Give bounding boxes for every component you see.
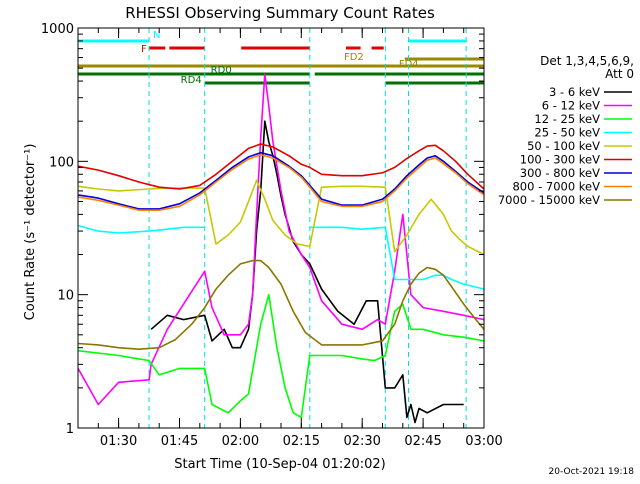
y-tick-label: 100	[49, 155, 74, 170]
axes: 01:30 01:45 02:00 02:15 02:30 02:45 03:00 1 10 10…	[41, 22, 503, 449]
x-axis-label: Start Time (10-Sep-04 01:20:02)	[174, 457, 385, 472]
legend-entry-label: 50 - 100 keV	[527, 139, 600, 153]
y-tick-label: 1	[66, 422, 74, 437]
y-axis-label: Count Rate (s⁻¹ detector⁻¹)	[23, 144, 38, 321]
x-tick-label: 02:15	[283, 434, 320, 449]
y-tick-label: 1000	[41, 22, 74, 37]
x-tick-label: 01:30	[100, 434, 137, 449]
series-line	[77, 259, 485, 350]
chart-title: RHESSI Observing Summary Count Rates	[125, 4, 435, 22]
legend-entry-label: 6 - 12 keV	[542, 99, 600, 113]
x-tick-label: 02:00	[222, 434, 259, 449]
plot-background	[78, 28, 484, 428]
series-line	[77, 151, 485, 210]
x-tick-label: 02:45	[404, 434, 441, 449]
flag-label-rd4: RD4	[181, 75, 202, 86]
legend-entry-label: 3 - 6 keV	[549, 85, 600, 99]
series-line	[77, 154, 485, 211]
series-line	[77, 293, 485, 419]
legend-title: Det 1,3,4,5,6,9,	[540, 54, 634, 68]
y-tick-label: 10	[57, 289, 74, 304]
x-tick-label: 01:45	[161, 434, 198, 449]
legend-subtitle: Att 0	[605, 67, 634, 81]
flag-label-f: F	[141, 44, 147, 55]
legend-entry-label: 7000 - 15000 keV	[498, 193, 600, 207]
x-tick-label: 02:30	[343, 434, 380, 449]
series-line	[77, 224, 485, 290]
series-lines	[77, 73, 485, 424]
flag-label-rd0: RD0	[211, 65, 232, 76]
timestamp-label: 20-Oct-2021 19:18	[549, 467, 635, 477]
legend-entry-label: 100 - 300 keV	[520, 153, 600, 167]
series-line	[77, 143, 485, 190]
series-line	[77, 73, 485, 406]
legend-entry-label: 25 - 50 keV	[534, 126, 600, 140]
flag-label-n: N	[153, 30, 160, 41]
x-tick-label: 03:00	[465, 434, 502, 449]
legend-entry-label: 800 - 7000 keV	[512, 180, 600, 194]
plot-area	[78, 28, 484, 428]
flag-label-fd2: FD2	[344, 52, 364, 63]
legend-entry-label: 12 - 25 keV	[534, 112, 600, 126]
legend-entry-label: 300 - 800 keV	[520, 166, 600, 180]
